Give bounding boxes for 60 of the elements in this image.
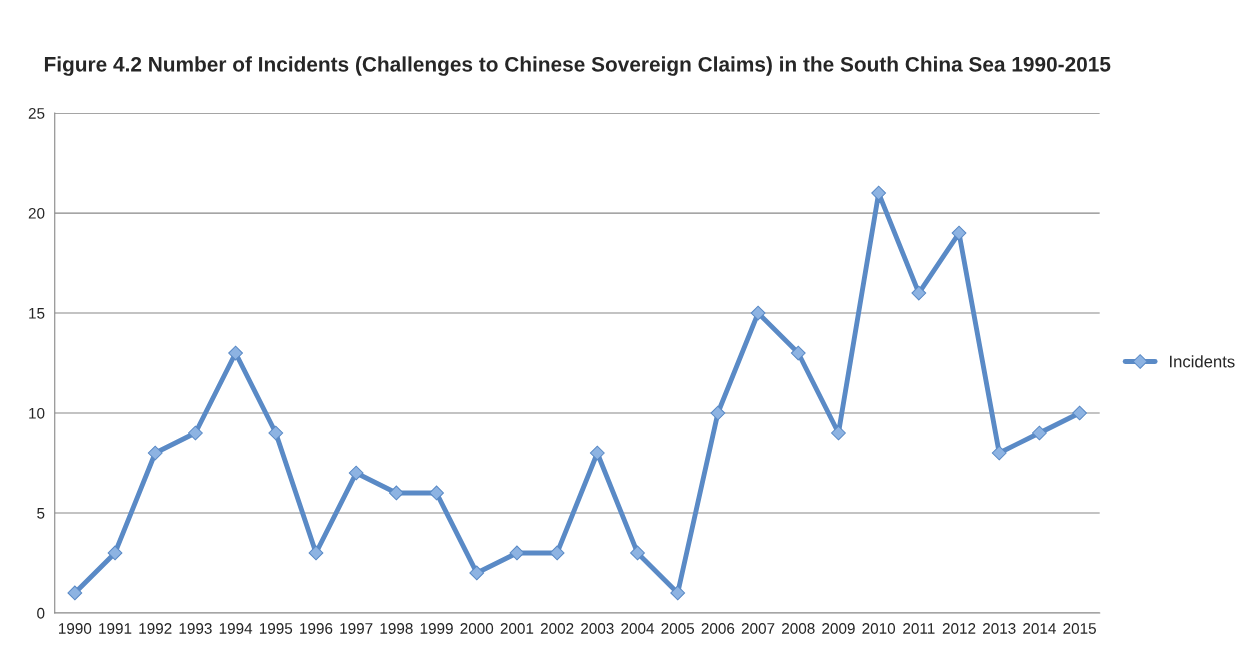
y-tick-label: 10	[29, 407, 45, 419]
point	[589, 445, 605, 461]
point	[509, 545, 525, 561]
point	[147, 445, 163, 461]
x-tick-label: 2009	[822, 623, 855, 634]
point	[469, 565, 485, 581]
point	[790, 345, 806, 361]
y-tick-label: 0	[37, 607, 45, 619]
x-tick-label: 2013	[983, 623, 1016, 634]
point	[228, 345, 243, 361]
x-tick-label: 2007	[741, 623, 775, 634]
x-tick-label: 1992	[139, 623, 172, 634]
y-tick-label: 20	[28, 207, 45, 219]
x-tick-label: 1999	[420, 623, 453, 634]
x-tick-label: 2008	[782, 623, 815, 634]
point	[1032, 425, 1047, 441]
y-tick-label: 15	[29, 308, 45, 319]
x-tick-label: 1993	[179, 623, 212, 634]
point	[188, 425, 203, 441]
point	[549, 545, 565, 561]
chart-title: Figure 4.2 Number of Incidents (Challenges to Chinese Sovereign Claims) in the South China Sea 1990-2015	[44, 56, 1111, 76]
x-tick-label: 2004	[621, 623, 655, 634]
x-tick-label: 2003	[581, 623, 614, 634]
x-tick-label: 1994	[219, 623, 253, 634]
point	[107, 545, 123, 561]
point	[670, 585, 686, 601]
point	[348, 465, 364, 481]
x-tick-label: 2011	[903, 623, 935, 634]
x-tick-label: 2010	[862, 623, 896, 634]
x-tick-label: 2002	[540, 623, 574, 634]
x-tick-label: 2005	[661, 623, 695, 634]
point	[308, 545, 324, 561]
x-tick-label: 2006	[701, 623, 735, 634]
point	[951, 225, 967, 241]
point	[991, 445, 1007, 461]
x-tick-label: 2014	[1023, 623, 1056, 634]
point	[630, 545, 645, 561]
point	[831, 425, 846, 441]
x-tick-label: 1991	[99, 623, 132, 634]
x-tick-label: 1997	[340, 623, 373, 634]
x-tick-label: 2015	[1063, 623, 1096, 634]
y-tick-label: 25	[28, 107, 45, 119]
point	[911, 285, 927, 301]
legend-label: Incidents	[1170, 355, 1235, 368]
point	[710, 405, 726, 421]
point	[388, 485, 404, 501]
x-tick-label: 1990	[59, 623, 92, 634]
x-tick-label: 1995	[259, 623, 293, 634]
point	[750, 305, 766, 321]
x-tick-label: 2012	[942, 623, 976, 634]
x-tick-label: 1998	[380, 623, 413, 634]
point	[268, 425, 284, 441]
point	[429, 485, 444, 501]
x-tick-label: 1996	[300, 623, 333, 634]
point	[1072, 405, 1087, 421]
point	[871, 185, 887, 201]
point	[67, 585, 83, 601]
x-tick-label: 2001	[500, 623, 534, 634]
x-tick-label: 2000	[460, 623, 494, 634]
y-tick-label: 5	[37, 508, 45, 519]
